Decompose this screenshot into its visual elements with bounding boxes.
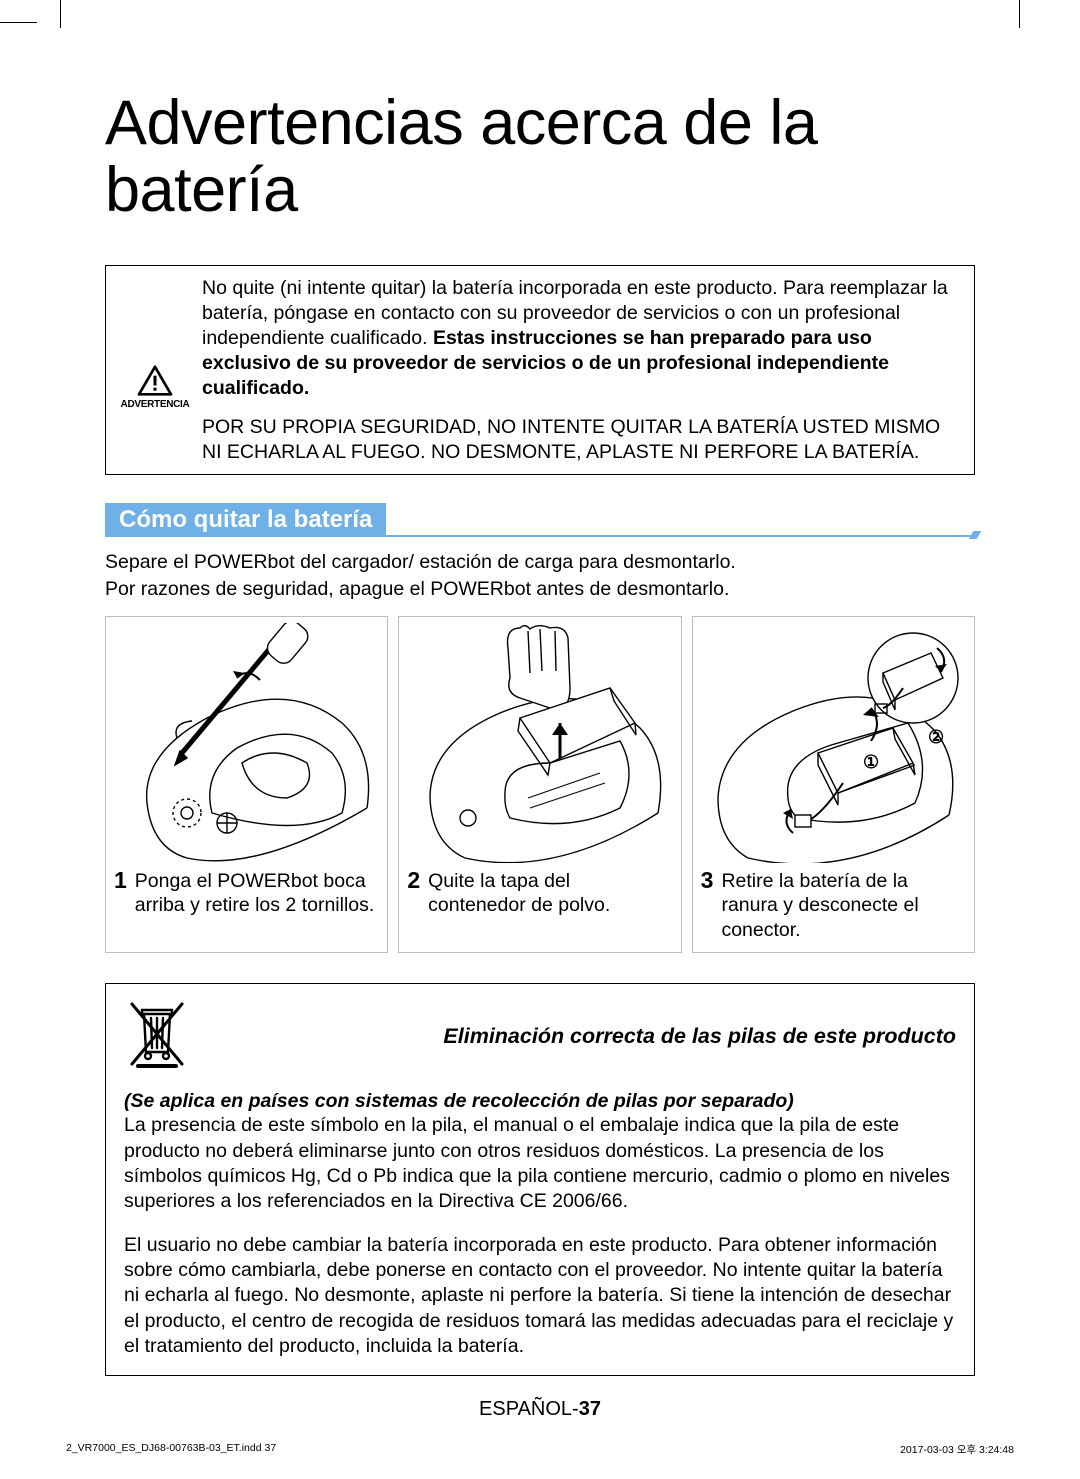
warning-triangle-icon	[137, 365, 173, 397]
step-2-figure	[405, 623, 674, 863]
warning-box: ADVERTENCIA No quite (ni intente quitar)…	[105, 265, 975, 476]
step-3-number: 3	[701, 869, 714, 942]
step-1-figure	[112, 623, 381, 863]
step-2: 2 Quite la tapa del contenedor de polvo.	[398, 616, 681, 953]
step-3-figure: ① ②	[699, 623, 968, 863]
section-heading-bar: Cómo quitar la batería	[105, 503, 975, 537]
step-1-text: Ponga el POWERbot boca arriba y retire l…	[135, 869, 380, 918]
section-heading-text: Cómo quitar la batería	[105, 503, 386, 537]
disposal-subtitle: (Se aplica en países con sistemas de rec…	[124, 1090, 956, 1113]
intro-line1: Separe el POWERbot del cargador/ estació…	[105, 549, 975, 575]
warning-icon-block: ADVERTENCIA	[120, 276, 190, 465]
disposal-title: Eliminación correcta de las pilas de est…	[214, 1024, 956, 1049]
step-3: ① ② 3 Retire la batería de la ranura y d…	[692, 616, 975, 953]
step-3-text: Retire la batería de la ranura y descone…	[721, 869, 966, 942]
page-title: Advertencias acerca de la batería	[105, 90, 975, 225]
page-content: Advertencias acerca de la batería ADVERT…	[0, 0, 1080, 1421]
warning-text: No quite (ni intente quitar) la batería …	[202, 276, 960, 465]
disposal-box: Eliminación correcta de las pilas de est…	[105, 983, 975, 1376]
page-footer: ESPAÑOL-37	[105, 1398, 975, 1421]
weee-bin-icon	[124, 996, 190, 1076]
disposal-header: Eliminación correcta de las pilas de est…	[124, 996, 956, 1076]
step-3-illustration: ① ②	[703, 623, 963, 863]
step-1-illustration	[117, 623, 377, 863]
disposal-p2: El usuario no debe cambiar la batería in…	[124, 1233, 956, 1360]
step-2-number: 2	[407, 869, 420, 918]
intro-line2: Por razones de seguridad, apague el POWE…	[105, 576, 975, 602]
step-3-mark-2: ②	[928, 727, 944, 747]
warning-icon-label: ADVERTENCIA	[121, 399, 190, 410]
disposal-body: La presencia de este símbolo en la pila,…	[124, 1113, 956, 1359]
steps-row: 1 Ponga el POWERbot boca arriba y retire…	[105, 616, 975, 953]
step-2-illustration	[410, 623, 670, 863]
print-microfooter: 2_VR7000_ES_DJ68-00763B-03_ET.indd 37 20…	[66, 1442, 1014, 1457]
step-1: 1 Ponga el POWERbot boca arriba y retire…	[105, 616, 388, 953]
step-2-text: Quite la tapa del contenedor de polvo.	[428, 869, 673, 918]
intro-text: Separe el POWERbot del cargador/ estació…	[105, 549, 975, 602]
footer-lang: ESPAÑOL-	[479, 1398, 579, 1420]
warning-para2: POR SU PROPIA SEGURIDAD, NO INTENTE QUIT…	[202, 415, 960, 465]
disposal-p1: La presencia de este símbolo en la pila,…	[124, 1113, 956, 1214]
step-1-number: 1	[114, 869, 127, 918]
microfoot-left: 2_VR7000_ES_DJ68-00763B-03_ET.indd 37	[66, 1442, 276, 1457]
step-3-mark-1: ①	[863, 752, 879, 772]
microfoot-right: 2017-03-03 오후 3:24:48	[900, 1442, 1014, 1457]
footer-page-number: 37	[579, 1398, 601, 1420]
